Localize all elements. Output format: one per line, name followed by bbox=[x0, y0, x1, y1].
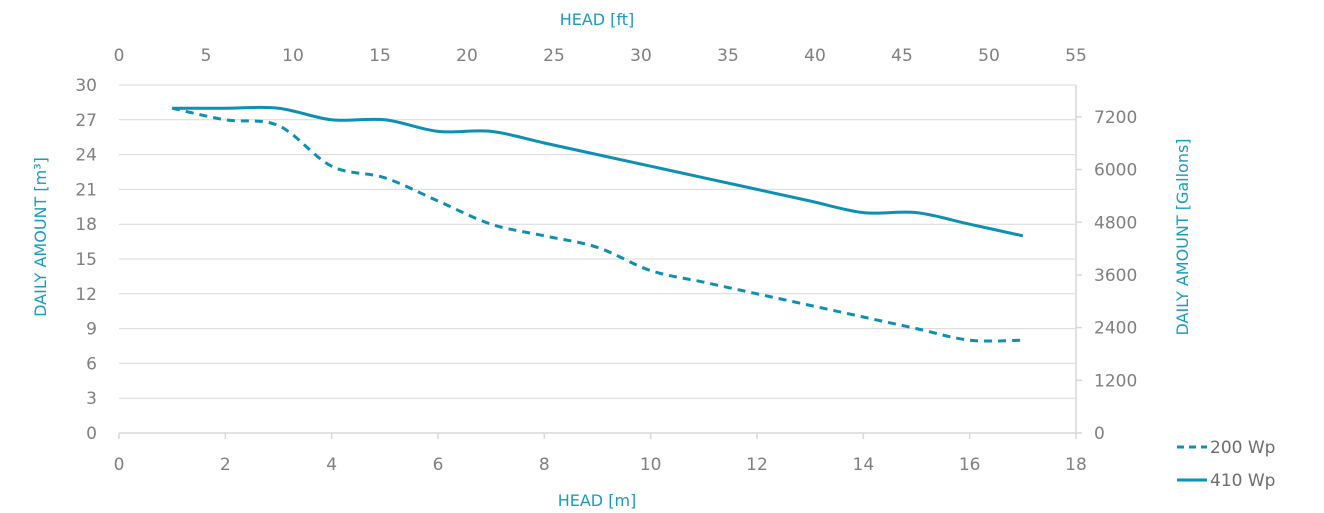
x-tick-label: 12 bbox=[746, 455, 768, 475]
y-tick-label: 9 bbox=[86, 320, 97, 340]
tick-labels: 0 2 4 6 8 10 12 14 16 180 5 10 15 20 25 30 35 40 45 50 55036… bbox=[75, 46, 1137, 475]
y-tick-label: 30 bbox=[75, 76, 97, 96]
x-axis-title: HEAD [m] bbox=[558, 491, 637, 510]
legend-label-200wp: 200 Wp bbox=[1210, 438, 1275, 458]
grid-lines bbox=[119, 84, 1076, 399]
x2-tick-label: 55 bbox=[1065, 46, 1087, 66]
x-tick-label: 6 bbox=[433, 455, 444, 475]
y2-tick-label: 7200 bbox=[1094, 108, 1137, 128]
y-tick-label: 27 bbox=[75, 111, 97, 131]
y-tick-label: 3 bbox=[86, 389, 97, 409]
x-tick-label: 0 bbox=[114, 455, 125, 475]
series-line-410wp bbox=[172, 105, 1024, 238]
y2-tick-label: 4800 bbox=[1094, 213, 1137, 233]
x-tick-label: 4 bbox=[326, 455, 337, 475]
y2-tick-label: 0 bbox=[1094, 424, 1105, 444]
y-axis-title: DAILY AMOUNT [m³] bbox=[31, 157, 50, 317]
y2-tick-label: 3600 bbox=[1094, 266, 1137, 286]
x2-tick-label: 25 bbox=[543, 46, 565, 66]
y2-axis-title: DAILY AMOUNT [Gallons] bbox=[1173, 138, 1192, 335]
x2-tick-label: 5 bbox=[201, 46, 212, 66]
x2-tick-label: 10 bbox=[282, 46, 304, 66]
y-tick-label: 18 bbox=[75, 215, 97, 235]
x2-tick-label: 20 bbox=[456, 46, 478, 66]
x-tick-label: 2 bbox=[220, 455, 231, 475]
y-tick-label: 15 bbox=[75, 250, 97, 270]
x-tick-label: 14 bbox=[853, 455, 875, 475]
x-tick-label: 16 bbox=[959, 455, 981, 475]
y-tick-label: 6 bbox=[86, 354, 97, 374]
y-tick-label: 21 bbox=[75, 180, 97, 200]
legend: 200 Wp 410 Wp bbox=[1177, 438, 1275, 491]
series-line-200wp bbox=[171, 106, 1023, 343]
x2-tick-label: 30 bbox=[630, 46, 652, 66]
x-tick-label: 8 bbox=[539, 455, 550, 475]
y2-tick-label: 6000 bbox=[1094, 161, 1137, 181]
y2-tick-label: 1200 bbox=[1094, 371, 1137, 391]
x2-tick-label: 35 bbox=[717, 46, 739, 66]
x2-tick-label: 15 bbox=[369, 46, 391, 66]
x-tick-label: 10 bbox=[640, 455, 662, 475]
x2-tick-label: 40 bbox=[804, 46, 826, 66]
y-tick-label: 12 bbox=[75, 285, 97, 305]
series-lines bbox=[171, 105, 1024, 343]
x2-tick-label: 45 bbox=[891, 46, 913, 66]
x2-tick-label: 0 bbox=[114, 46, 125, 66]
axes bbox=[118, 85, 1082, 439]
y-tick-label: 0 bbox=[86, 424, 97, 444]
y-tick-label: 24 bbox=[75, 146, 97, 166]
x2-axis-title: HEAD [ft] bbox=[560, 10, 635, 29]
y2-tick-label: 2400 bbox=[1094, 319, 1137, 339]
legend-label-410wp: 410 Wp bbox=[1210, 471, 1275, 491]
x2-tick-label: 50 bbox=[978, 46, 1000, 66]
x-tick-label: 18 bbox=[1065, 455, 1087, 475]
